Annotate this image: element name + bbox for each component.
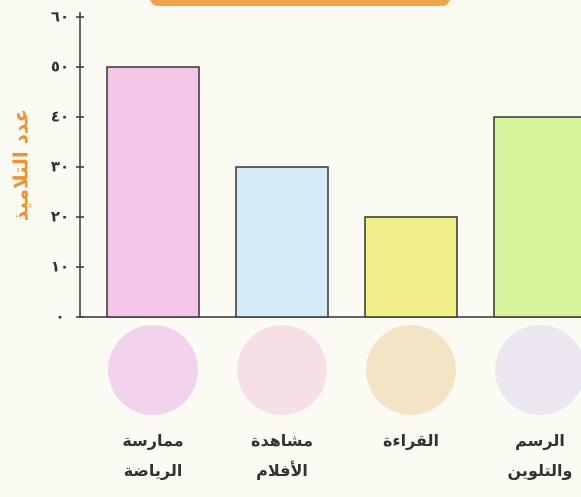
bar xyxy=(106,66,200,318)
x-tick-label: مشاهدة الأفلام xyxy=(251,431,313,480)
category-icon xyxy=(108,325,198,415)
bar xyxy=(235,166,329,318)
category-icon xyxy=(495,325,581,415)
x-tick-label: القراءة xyxy=(382,431,440,450)
y-axis-label: عدد التلاميذ xyxy=(9,109,33,221)
y-tick-label: ٥٠ xyxy=(51,58,69,76)
y-tick-label: ١٠ xyxy=(51,258,69,276)
category-icon xyxy=(237,325,327,415)
y-tick-label: ٤٠ xyxy=(51,108,69,126)
x-tick-label: ممارسة الرياضة xyxy=(122,431,184,480)
y-tick-label: ٦٠ xyxy=(51,8,69,26)
bar xyxy=(493,116,581,318)
y-tick-label: ٠ xyxy=(55,308,64,326)
x-tick-label: الرسم والتلوين xyxy=(507,431,573,480)
y-tick-label: ٣٠ xyxy=(51,158,69,176)
bar xyxy=(364,216,458,318)
header-decoration xyxy=(150,0,450,6)
y-tick-label: ٢٠ xyxy=(51,208,69,226)
category-icon xyxy=(366,325,456,415)
